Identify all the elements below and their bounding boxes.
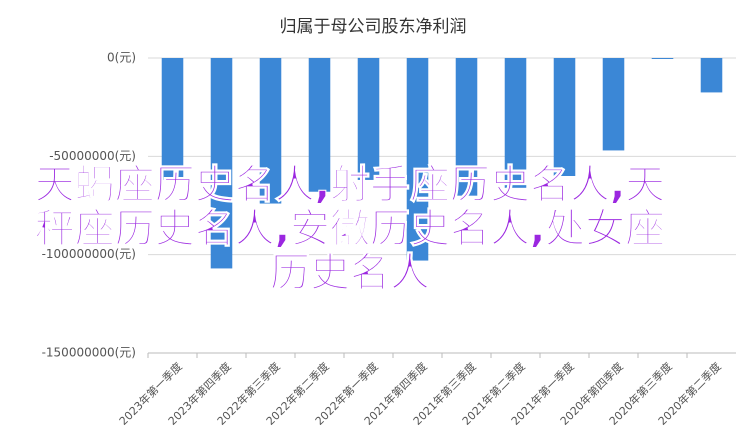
bar (553, 58, 576, 176)
y-tick-label: -100000000(元) (42, 247, 136, 261)
bar (700, 58, 723, 93)
bar (259, 58, 282, 204)
y-tick-label: -150000000(元) (42, 346, 136, 360)
overlay-text: 天蝎座历史名人,射手座历史名人,天秤座历史名人,安徽历史名人,处女座历史名人 (34, 162, 666, 296)
y-tick-label: 0(元) (107, 51, 136, 65)
bar (651, 58, 674, 59)
bar (455, 58, 478, 196)
bar (357, 58, 380, 180)
bar (161, 58, 184, 180)
bar (504, 58, 527, 188)
y-tick-label: -50000000(元) (49, 149, 136, 163)
chart-title: 归属于母公司股东净利润 (280, 17, 467, 37)
bar (406, 58, 429, 261)
bar (210, 58, 233, 269)
bar (308, 58, 331, 192)
bar (602, 58, 625, 151)
